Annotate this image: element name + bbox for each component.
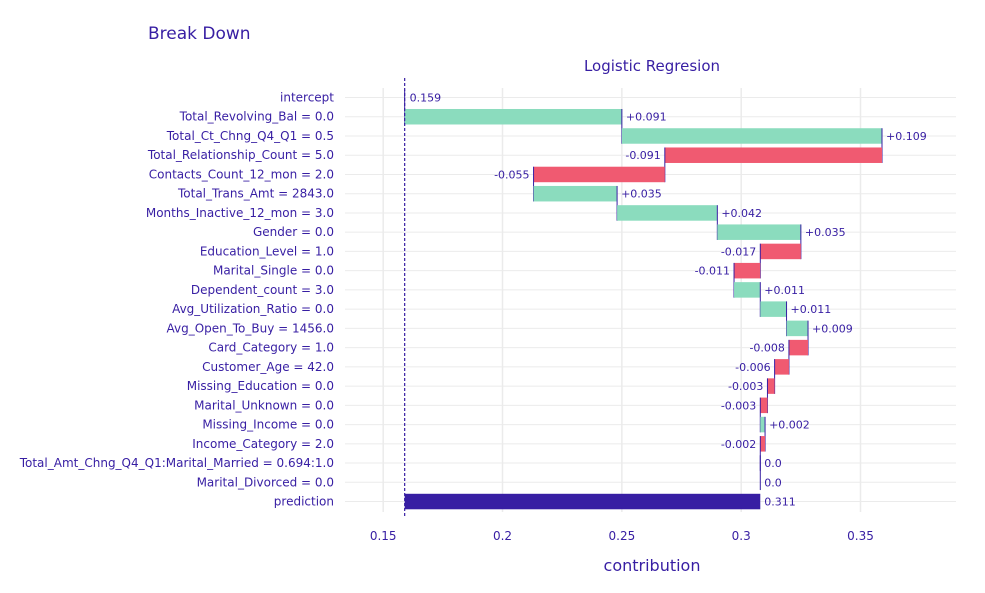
- value-label: +0.009: [812, 322, 853, 335]
- positive-contribution-bar: [533, 185, 618, 202]
- negative-contribution-bar: [788, 339, 809, 356]
- positive-contribution-bar: [617, 205, 718, 221]
- positive-contribution-bar: [786, 320, 809, 337]
- negative-contribution-bar: [664, 147, 883, 163]
- value-label: +0.011: [791, 303, 832, 316]
- value-label: +0.035: [621, 188, 662, 201]
- negative-contribution-bar: [760, 436, 766, 452]
- row-label: Income_Category = 2.0: [192, 437, 334, 451]
- row-label: Avg_Utilization_Ratio = 0.0: [172, 302, 334, 316]
- row-label: Education_Level = 1.0: [200, 244, 334, 258]
- negative-contribution-bar: [734, 262, 761, 279]
- row-label: Customer_Age = 42.0: [202, 360, 334, 374]
- positive-contribution-bar: [760, 301, 787, 317]
- positive-contribution-bar: [760, 416, 766, 433]
- row-label: Total_Ct_Chng_Q4_Q1 = 0.5: [166, 129, 334, 143]
- row-label: Dependent_count = 3.0: [191, 283, 334, 297]
- x-tick-label: 0.35: [847, 529, 874, 543]
- positive-contribution-bar: [734, 282, 761, 298]
- value-label: -0.091: [625, 149, 660, 162]
- row-label: Missing_Education = 0.0: [187, 379, 334, 393]
- row-label: Avg_Open_To_Buy = 1456.0: [166, 321, 334, 335]
- chart-title: Break Down: [148, 24, 251, 44]
- positive-contribution-bar: [621, 128, 883, 144]
- row-label: Missing_Income = 0.0: [202, 418, 334, 432]
- negative-contribution-bar: [760, 397, 768, 414]
- value-label: -0.006: [735, 361, 770, 374]
- x-tick-label: 0.25: [609, 529, 636, 543]
- value-label: +0.035: [805, 226, 846, 239]
- value-label: +0.042: [721, 207, 762, 220]
- row-label: Total_Relationship_Count = 5.0: [147, 148, 334, 162]
- row-label: Months_Inactive_12_mon = 3.0: [146, 206, 334, 220]
- row-label: Gender = 0.0: [253, 225, 334, 239]
- chart-subtitle: Logistic Regresion: [584, 57, 720, 75]
- x-tick-label: 0.2: [493, 529, 512, 543]
- value-label: -0.017: [721, 245, 756, 258]
- value-label: -0.055: [494, 168, 529, 181]
- row-label: intercept: [280, 91, 334, 105]
- x-axis-title: contribution: [604, 556, 701, 575]
- row-label: prediction: [274, 495, 334, 509]
- grid-lines: [345, 88, 956, 512]
- negative-contribution-bar: [774, 359, 789, 375]
- value-labels: 0.159 +0.091 +0.109 -0.091 -0.055 +0.035 +0.04…: [410, 92, 927, 509]
- row-label: Marital_Divorced = 0.0: [197, 475, 334, 489]
- negative-contribution-bar: [760, 243, 801, 260]
- row-labels: intercept Total_Revolving_Bal = 0.0 Total_…: [19, 91, 335, 509]
- value-label: -0.011: [695, 265, 730, 278]
- bars: [404, 89, 883, 510]
- positive-contribution-bar: [717, 224, 801, 240]
- value-label: -0.008: [749, 342, 784, 355]
- row-label: Contacts_Count_12_mon = 2.0: [149, 167, 334, 181]
- value-label: 0.311: [764, 496, 796, 509]
- row-label: Marital_Single = 0.0: [213, 264, 334, 278]
- value-label: 0.159: [410, 92, 442, 105]
- x-tick-label: 0.3: [732, 529, 751, 543]
- row-label: Total_Trans_Amt = 2843.0: [177, 187, 334, 201]
- x-axis-ticks: 0.15 0.2 0.25 0.3 0.35: [370, 529, 874, 543]
- value-label: 0.0: [764, 457, 782, 470]
- value-label: +0.109: [886, 130, 927, 143]
- prediction-bar: [404, 493, 761, 510]
- value-label: +0.011: [764, 284, 805, 297]
- row-label: Total_Revolving_Bal = 0.0: [179, 110, 334, 124]
- row-label: Card_Category = 1.0: [208, 341, 334, 355]
- value-label: -0.003: [721, 399, 756, 412]
- value-label: -0.003: [728, 380, 763, 393]
- value-label: -0.002: [721, 438, 756, 451]
- positive-contribution-bar: [404, 108, 622, 125]
- value-label: +0.002: [769, 419, 810, 432]
- value-label: 0.0: [764, 476, 782, 489]
- negative-contribution-bar: [533, 166, 665, 183]
- negative-contribution-bar: [767, 378, 775, 394]
- row-label: Marital_Unknown = 0.0: [194, 398, 334, 412]
- value-label: +0.091: [626, 111, 667, 124]
- row-label: Total_Amt_Chng_Q4_Q1:Marital_Married = 0…: [19, 456, 334, 470]
- x-tick-label: 0.15: [370, 529, 397, 543]
